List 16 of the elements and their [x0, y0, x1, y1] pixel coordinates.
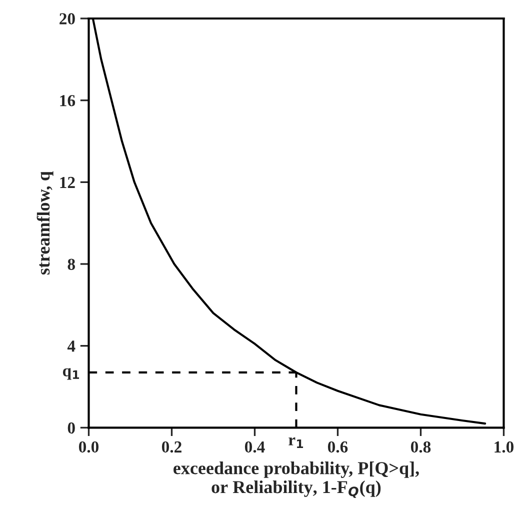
ref-line-label: q$_{1}$ [62, 368, 80, 380]
y-tick-label: 0 [68, 422, 75, 434]
x-tick-label: 0.8 [410, 441, 431, 453]
y-axis-title: streamflow, q [36, 171, 54, 275]
ref-line-label: r$_{1}$ [288, 437, 304, 448]
y-tick-label: 4 [67, 340, 76, 352]
y-tick-label: 20 [60, 13, 75, 24]
x-axis-title: exceedance probability, P[Q>q], or Reliability, 1-F$_{Q}$(q) [174, 462, 419, 498]
y-tick-label: 12 [60, 176, 75, 188]
y-tick-label: 8 [68, 258, 75, 270]
x-tick-label: 0.2 [162, 441, 182, 453]
x-tick-label: 0.4 [244, 441, 265, 453]
x-tick-label: 1.0 [494, 441, 514, 453]
y-tick-label: 16 [60, 95, 76, 106]
x-tick-label: 0.6 [328, 441, 348, 453]
x-tick-label: 0.0 [78, 441, 99, 453]
